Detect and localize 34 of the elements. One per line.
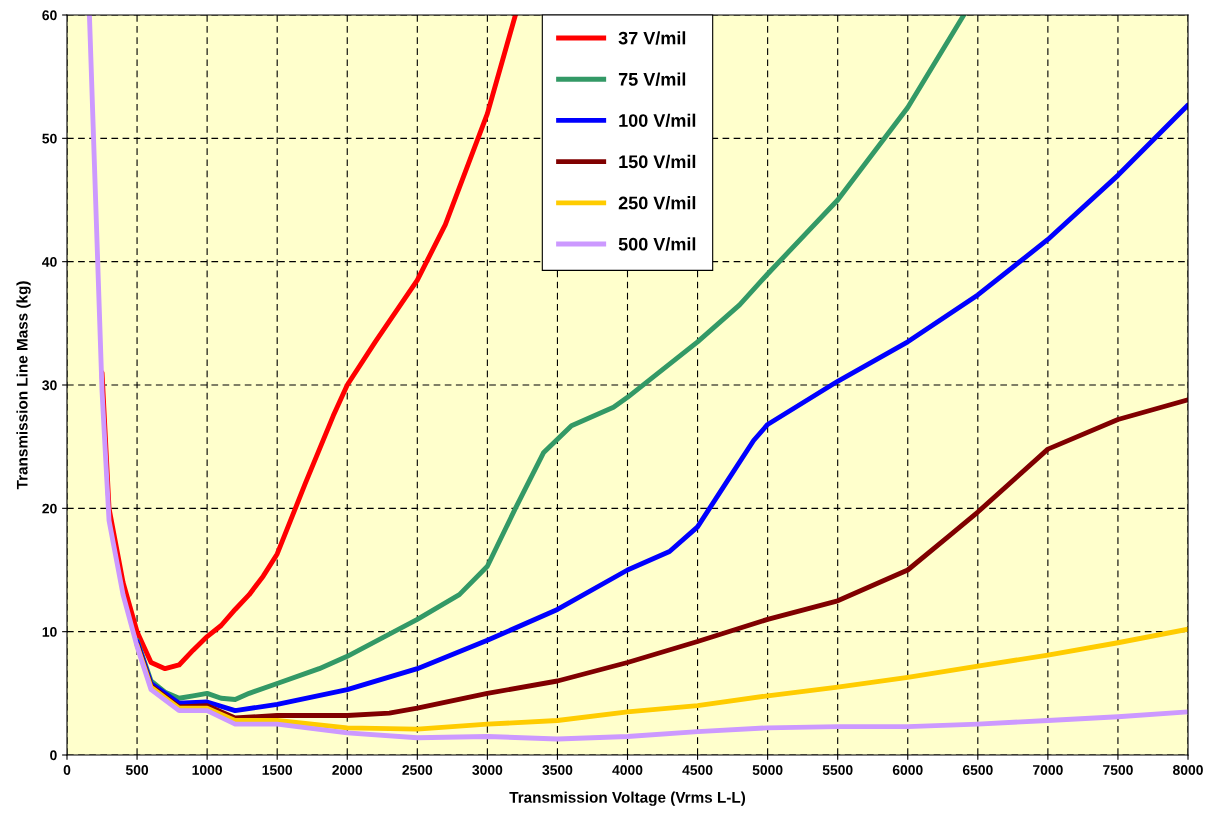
x-axis-title: Transmission Voltage (Vrms L-L) [509,791,746,806]
legend-label: 37 V/mil [618,31,686,45]
legend-label: 75 V/mil [618,72,686,86]
x-tick-label: 2000 [332,765,363,775]
x-tick-label: 6500 [962,765,993,775]
legend-label: 500 V/mil [618,237,696,251]
y-tick-label: 10 [42,627,57,637]
y-axis-title: Transmission Line Mass (kg) [16,281,31,490]
x-tick-label: 2500 [402,765,433,775]
x-tick-label: 6000 [892,765,923,775]
legend-label: 100 V/mil [619,113,696,128]
x-tick-label: 3000 [472,765,503,775]
y-tick-label: 30 [42,380,57,391]
line-series [134,15,967,702]
legend-label: 150 V/mil [619,154,696,169]
x-tick-label: 0 [63,765,71,775]
line-series [86,15,1188,742]
legend-label: 250 V/mil [618,196,696,210]
x-tick-label: 7500 [1103,765,1133,775]
x-tick-label: 5500 [822,765,853,775]
y-tick-label: 50 [42,133,57,144]
x-tick-label: 8000 [1172,765,1203,775]
x-tick-label: 500 [125,765,149,775]
x-tick-label: 1000 [192,765,223,775]
y-tick-label: 60 [42,10,57,21]
x-tick-label: 4500 [682,765,713,775]
y-tick-label: 0 [50,750,57,761]
y-tick-label: 20 [42,503,57,514]
x-tick-label: 3500 [542,765,573,775]
x-tick-label: 1500 [262,765,293,775]
x-tick-label: 7000 [1033,765,1063,775]
x-tick-label: 5000 [752,765,783,775]
x-tick-label: 4000 [612,765,643,775]
y-tick-label: 40 [42,257,57,267]
